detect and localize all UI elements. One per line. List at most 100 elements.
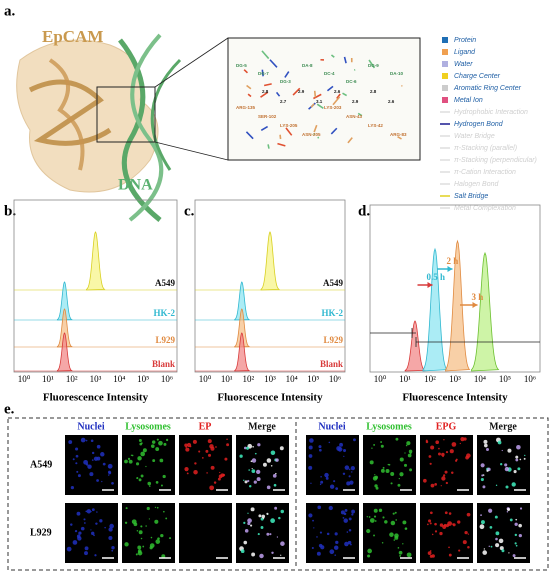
residue-label: LYS-203 bbox=[324, 105, 342, 110]
cell-signal bbox=[140, 537, 143, 540]
sample-label: L929 bbox=[155, 335, 175, 345]
cell-signal bbox=[429, 550, 432, 552]
cell-signal bbox=[184, 467, 189, 472]
cell-signal bbox=[280, 509, 284, 514]
cell-signal bbox=[138, 478, 142, 482]
cell-signal bbox=[394, 511, 397, 514]
protein-label: EpCAM bbox=[42, 27, 103, 46]
cell-signal bbox=[501, 449, 503, 452]
cell-signal bbox=[76, 470, 79, 473]
cell-signal bbox=[381, 542, 384, 544]
protein-structure bbox=[16, 33, 421, 222]
cell-signal bbox=[504, 466, 510, 472]
cell-signal bbox=[455, 458, 458, 461]
cell-signal bbox=[207, 439, 212, 444]
cell-signal bbox=[445, 481, 448, 485]
sample-label: A549 bbox=[323, 278, 343, 288]
micrograph bbox=[363, 503, 416, 563]
cell-signal bbox=[445, 524, 449, 528]
panel-label: c. bbox=[184, 203, 195, 219]
bond bbox=[285, 127, 293, 136]
cell-signal bbox=[373, 534, 375, 537]
cell-signal bbox=[343, 512, 347, 516]
histogram-peak bbox=[471, 251, 500, 372]
cell-signal bbox=[163, 510, 165, 513]
cell-signal bbox=[147, 481, 152, 486]
cell-signal bbox=[150, 536, 153, 539]
cell-signal bbox=[388, 463, 391, 466]
cell-signal bbox=[239, 454, 243, 458]
cell-signal bbox=[483, 548, 486, 550]
cell-signal bbox=[276, 536, 279, 538]
cell-signal bbox=[316, 551, 321, 556]
cell-signal bbox=[90, 439, 94, 443]
cell-signal bbox=[384, 520, 388, 524]
cell-signal bbox=[431, 554, 435, 558]
cell-signal bbox=[205, 449, 209, 453]
cell-signal bbox=[464, 530, 468, 535]
bond bbox=[292, 87, 301, 96]
cell-signal bbox=[337, 447, 343, 452]
cell-signal bbox=[438, 447, 440, 450]
legend-label: Salt Bridge bbox=[454, 193, 488, 200]
cell-signal bbox=[514, 542, 517, 545]
cell-signal bbox=[259, 553, 264, 559]
cell-signal bbox=[76, 511, 81, 516]
column-header: Merge bbox=[489, 421, 517, 432]
bond bbox=[246, 84, 252, 90]
residue-label: DG-9 bbox=[368, 63, 379, 68]
cell-signal bbox=[254, 452, 257, 455]
cell-signal bbox=[439, 523, 444, 527]
cell-signal bbox=[441, 476, 446, 481]
cell-signal bbox=[398, 550, 403, 555]
sample-label: Blank bbox=[152, 359, 175, 369]
legend-swatch bbox=[442, 97, 448, 103]
cell-signal bbox=[351, 513, 354, 516]
distance-label: 3.1 bbox=[316, 99, 323, 104]
cell-signal bbox=[378, 508, 383, 513]
cell-signal bbox=[142, 545, 145, 548]
legend-label: Protein bbox=[454, 37, 476, 44]
cell-signal bbox=[402, 520, 407, 525]
cell-signal bbox=[270, 450, 276, 456]
x-tick-label: 10³ bbox=[449, 374, 461, 384]
cell-signal bbox=[269, 533, 272, 536]
cell-signal bbox=[250, 507, 255, 512]
cell-signal bbox=[149, 485, 151, 487]
cell-signal bbox=[84, 546, 89, 551]
cell-signal bbox=[83, 522, 86, 524]
distance-label: 2.6 bbox=[388, 99, 395, 104]
cell-signal bbox=[66, 546, 72, 552]
cell-signal bbox=[308, 513, 313, 518]
cell-signal bbox=[367, 548, 372, 554]
x-tick-label: 10¹ bbox=[399, 374, 411, 384]
cell-signal bbox=[251, 552, 256, 557]
cell-signal bbox=[459, 442, 461, 445]
residue-label: DG-3 bbox=[280, 79, 291, 84]
sample-label: HK-2 bbox=[322, 308, 344, 318]
row-label: L929 bbox=[30, 527, 52, 538]
distance-label: 2.6 bbox=[334, 89, 341, 94]
cell-signal bbox=[451, 442, 457, 447]
cell-signal bbox=[111, 481, 114, 485]
cell-signal bbox=[428, 519, 432, 523]
cell-signal bbox=[405, 444, 408, 447]
cell-signal bbox=[111, 546, 115, 550]
cell-signal bbox=[278, 516, 281, 520]
cell-signal bbox=[96, 479, 99, 482]
legend-swatch bbox=[442, 73, 448, 79]
legend-label: Hydrophobic Interaction bbox=[454, 109, 528, 116]
residue-label: SER-102 bbox=[258, 114, 277, 119]
legend-swatch bbox=[442, 49, 448, 55]
cell-signal bbox=[374, 484, 378, 488]
cell-signal bbox=[486, 448, 489, 452]
legend-label: Metal Ion bbox=[454, 97, 483, 104]
cell-signal bbox=[101, 480, 103, 483]
cell-signal bbox=[440, 485, 442, 487]
cell-signal bbox=[369, 460, 374, 465]
cell-signal bbox=[85, 463, 89, 466]
cell-signal bbox=[154, 506, 157, 509]
cell-signal bbox=[266, 458, 272, 463]
cell-signal bbox=[448, 512, 452, 515]
bond bbox=[267, 144, 270, 149]
